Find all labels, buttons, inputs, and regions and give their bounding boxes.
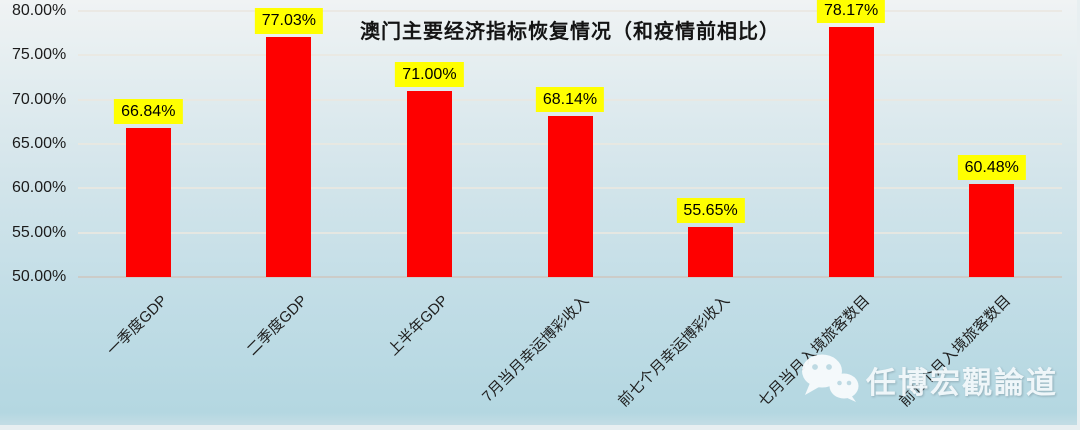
y-axis-tick-label: 55.00% xyxy=(12,223,67,241)
watermark: 任博宏觀論道 xyxy=(800,352,1058,407)
y-axis-tick-label: 80.00% xyxy=(12,2,67,19)
x-axis-category-label: 前七个月幸运博彩收入 xyxy=(614,292,733,411)
value-label: 71.00% xyxy=(395,61,464,87)
bar xyxy=(688,226,734,277)
bar xyxy=(266,37,312,277)
value-label: 60.48% xyxy=(957,155,1026,181)
y-axis-tick-label: 60.00% xyxy=(12,179,67,197)
bar xyxy=(406,90,452,277)
value-label: 55.65% xyxy=(676,197,745,224)
y-axis-tick-label: 75.00% xyxy=(12,46,67,64)
value-label: 78.17% xyxy=(817,0,886,24)
y-axis-tick-label: 65.00% xyxy=(12,135,67,152)
x-axis-category-label: 上半年GDP xyxy=(384,292,452,359)
gridline xyxy=(78,276,1062,278)
canvas-edge-bottom xyxy=(0,425,1080,430)
gridline xyxy=(78,54,1062,57)
value-label: 68.14% xyxy=(535,87,605,113)
bar xyxy=(547,116,593,277)
chart-title: 澳门主要经济指标恢复情况（和疫情前相比） xyxy=(360,21,780,43)
value-label: 77.03% xyxy=(254,8,323,34)
x-axis-category-label: 7月当月幸运博彩收入 xyxy=(478,292,593,406)
wechat-icon xyxy=(800,352,860,407)
value-label: 66.84% xyxy=(114,98,183,124)
canvas-edge-right xyxy=(1077,0,1080,430)
y-axis-tick-label: 70.00% xyxy=(12,90,67,108)
x-axis-category-label: 二季度GDP xyxy=(244,292,312,359)
bar xyxy=(969,184,1015,277)
bar xyxy=(828,27,874,277)
bar xyxy=(125,127,171,277)
y-axis-tick-label: 50.00% xyxy=(12,268,67,285)
gridline xyxy=(78,10,1062,12)
x-axis-category-label: 一季度GDP xyxy=(103,292,171,359)
watermark-text: 任博宏觀論道 xyxy=(866,366,1058,400)
